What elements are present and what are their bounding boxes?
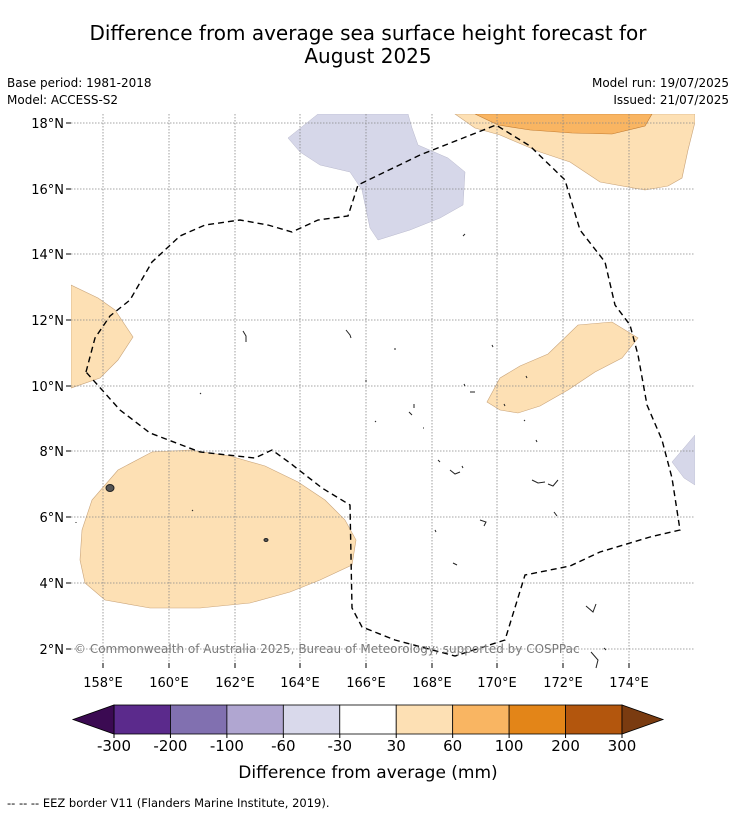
- meta-right: Model run: 19/07/2025 Issued: 21/07/2025: [592, 75, 729, 109]
- lat-tick-label: 6°N: [40, 511, 65, 526]
- colorbar-tick-label: -100: [210, 737, 244, 755]
- island: [408, 404, 415, 416]
- lon-tick-label: 168°E: [412, 676, 452, 691]
- colorbar-tick-label: 200: [551, 737, 580, 755]
- lon-tick-label: 164°E: [280, 676, 320, 691]
- island: [553, 511, 558, 517]
- base-period-text: Base period: 1981-2018: [7, 76, 152, 90]
- lon-tick-label: 162°E: [215, 676, 255, 691]
- anomaly-fills: [71, 114, 695, 609]
- positive-anomaly-patch-southwest: [79, 449, 357, 609]
- island: [452, 562, 458, 566]
- colorbar-extend-high: [621, 704, 665, 735]
- lat-tick-label: 2°N: [40, 643, 65, 658]
- model-run-text: Model run: 19/07/2025: [591, 76, 729, 90]
- island: [263, 538, 269, 542]
- lon-tick-label: 172°E: [543, 676, 583, 691]
- island: [105, 484, 115, 492]
- island: [462, 233, 466, 237]
- map-title: Difference from average sea surface heig…: [0, 22, 736, 68]
- colorbar-tick-label: -60: [271, 737, 296, 755]
- island: [585, 603, 597, 613]
- longitude-axis: 158°E 160°E 162°E 164°E 166°E 168°E 170°E 172°E…: [83, 663, 649, 691]
- colorbar-label: Difference from average (mm): [238, 763, 497, 783]
- colorbar-segment: [452, 704, 510, 735]
- island: [345, 329, 352, 339]
- title-line-1: Difference from average sea surface heig…: [89, 21, 647, 45]
- lat-tick-label: 4°N: [40, 577, 65, 592]
- positive-anomaly-patch-central: [486, 321, 639, 414]
- island: [437, 459, 441, 463]
- lat-tick-label: 14°N: [31, 248, 64, 263]
- colorbar-segment: [170, 704, 228, 735]
- island: [479, 519, 487, 527]
- lon-tick-label: 158°E: [83, 676, 123, 691]
- colorbar-segment: [113, 704, 171, 735]
- lon-tick-label: 166°E: [346, 676, 386, 691]
- colorbar-tick-label: -200: [153, 737, 187, 755]
- negative-anomaly-patch-east: [671, 434, 695, 486]
- title-line-2: August 2025: [304, 44, 432, 68]
- lon-tick-label: 160°E: [149, 676, 189, 691]
- island: [449, 465, 464, 475]
- lat-tick-label: 18°N: [31, 117, 64, 132]
- colorbar-extend-low: [71, 704, 115, 735]
- colorbar-segment: [282, 704, 341, 735]
- colorbar: -300 -200 -100 -60 -30 30 60 100 200 300: [71, 704, 665, 755]
- positive-anomaly-core-north: [474, 114, 653, 135]
- lat-tick-label: 10°N: [31, 380, 64, 395]
- colorbar-tick-label: 300: [608, 737, 637, 755]
- island: [531, 479, 559, 487]
- positive-anomaly-patch-west: [71, 284, 134, 389]
- island: [463, 383, 475, 393]
- eez-legend-footer: -- -- -- EEZ border V11 (Flanders Marine…: [7, 796, 330, 810]
- colorbar-segment: [226, 704, 284, 735]
- lat-tick-label: 8°N: [40, 445, 65, 460]
- eez-border: [85, 124, 681, 657]
- colorbar-tick-label: 30: [387, 737, 406, 755]
- island: [434, 529, 437, 533]
- lat-tick-label: 12°N: [31, 314, 64, 329]
- meta-left: Base period: 1981-2018 Model: ACCESS-S2: [7, 75, 152, 109]
- island: [590, 651, 599, 669]
- island: [525, 375, 528, 379]
- copyright-text: © Commonwealth of Australia 2025, Bureau…: [74, 642, 580, 656]
- island: [503, 403, 506, 407]
- forecast-map: 158°E 160°E 162°E 164°E 166°E 168°E 170°E 172°E…: [31, 114, 695, 783]
- colorbar-tick-label: -30: [328, 737, 353, 755]
- colorbar-tick-label: 60: [443, 737, 462, 755]
- colorbar-segment: [339, 704, 397, 735]
- lon-tick-label: 170°E: [477, 676, 517, 691]
- colorbar-tick-label: -300: [97, 737, 131, 755]
- colorbar-segment: [395, 704, 454, 735]
- gridlines: [71, 114, 695, 663]
- issued-text: Issued: 21/07/2025: [613, 93, 729, 107]
- lat-tick-label: 16°N: [31, 183, 64, 198]
- island: [491, 344, 494, 348]
- positive-anomaly-patch-north: [454, 114, 695, 191]
- model-text: Model: ACCESS-S2: [7, 93, 119, 107]
- island: [242, 330, 247, 342]
- island: [603, 647, 607, 651]
- colorbar-segment: [565, 704, 623, 735]
- islands: [75, 233, 607, 669]
- lon-tick-label: 174°E: [609, 676, 649, 691]
- colorbar-segment: [508, 704, 566, 735]
- island: [75, 380, 538, 523]
- colorbar-tick-label: 100: [495, 737, 524, 755]
- latitude-axis: 18°N 16°N 14°N 12°N 10°N 8°N 6°N 4°N 2°N: [31, 117, 71, 658]
